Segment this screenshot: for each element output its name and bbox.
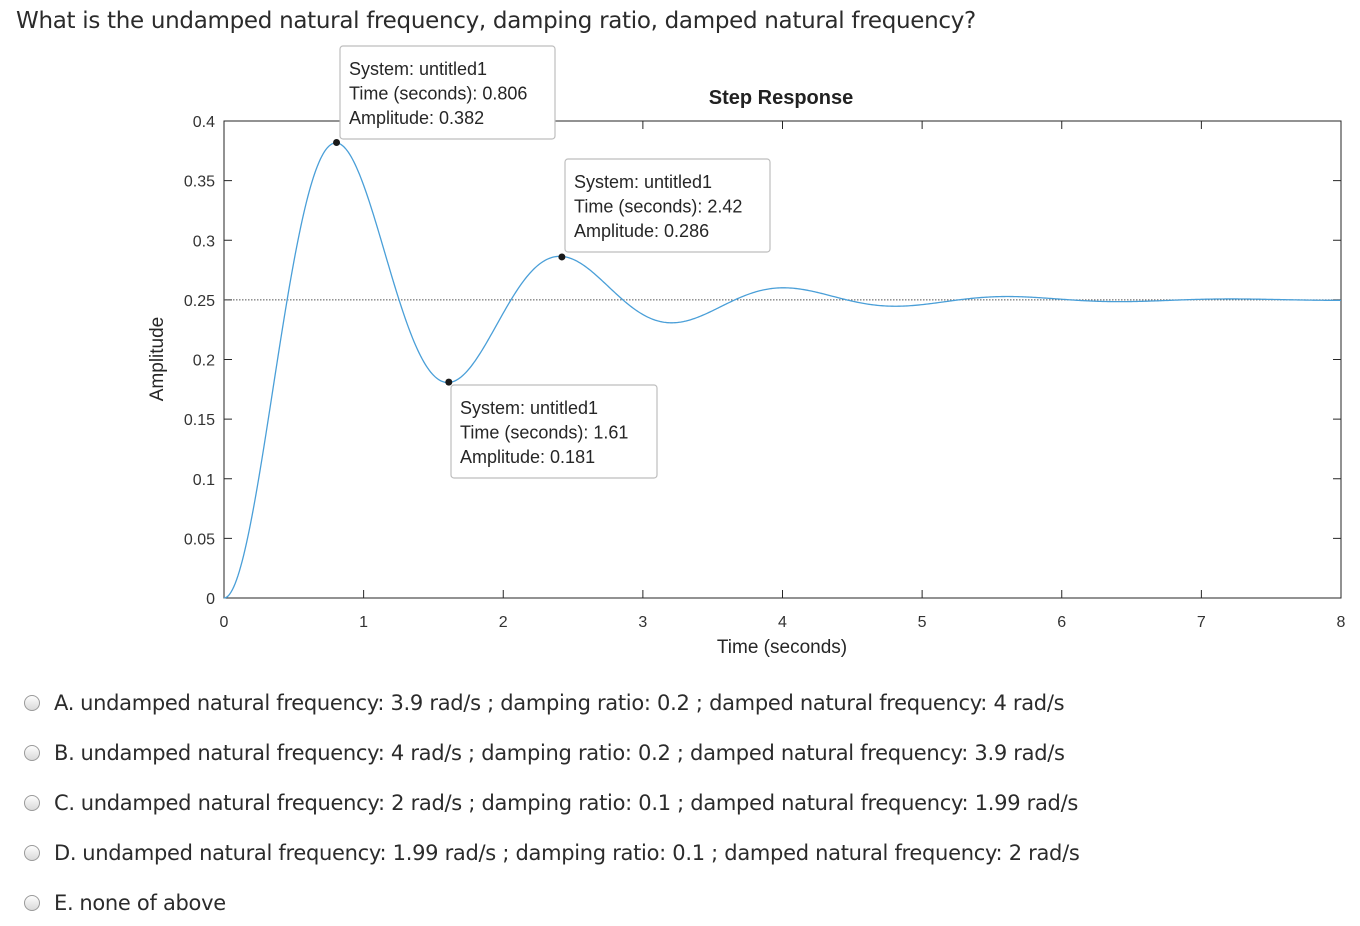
option-text: undamped natural frequency: 4 rad/s ; da…: [80, 741, 1065, 765]
x-axis-label: Time (seconds): [717, 637, 847, 658]
datatip-line: Amplitude: 0.382: [349, 108, 484, 128]
y-tick-label: 0.1: [193, 472, 215, 489]
option-b[interactable]: B. undamped natural frequency: 4 rad/s ;…: [24, 736, 1065, 770]
option-d[interactable]: D. undamped natural frequency: 1.99 rad/…: [24, 836, 1080, 870]
datatip: System: untitled1 Time (seconds): 0.806 Am…: [333, 45, 556, 146]
datatip-marker: [333, 138, 341, 146]
option-text: undamped natural frequency: 3.9 rad/s ; …: [80, 691, 1065, 715]
datatip-line: Time (seconds): 0.806: [349, 84, 527, 104]
option-letter: D.: [54, 841, 77, 865]
option-letter: E.: [54, 891, 74, 915]
x-tick-label: 0: [220, 614, 229, 631]
y-tick-label: 0.35: [184, 174, 215, 191]
y-axis-label: Amplitude: [147, 317, 168, 402]
y-tick-label: 0.4: [193, 114, 215, 131]
option-letter: C.: [54, 791, 75, 815]
datatip-box: [450, 384, 658, 479]
datatip-marker: [558, 253, 566, 261]
x-tick-label: 4: [778, 614, 787, 631]
y-axis-ticks: 0 0.05 0.1 0.15 0.2 0.25 0.3 0.35 0.4: [184, 114, 1341, 608]
option-a[interactable]: A. undamped natural frequency: 3.9 rad/s…: [24, 686, 1065, 720]
option-letter: B.: [54, 741, 75, 765]
x-tick-label: 6: [1057, 614, 1066, 631]
step-response-line: [223, 142, 1341, 599]
radio-button-b[interactable]: [24, 745, 40, 761]
datatip-line: Amplitude: 0.181: [460, 447, 595, 467]
option-e[interactable]: E. none of above: [24, 886, 226, 920]
datatip-box: [339, 45, 556, 140]
x-tick-label: 2: [499, 614, 508, 631]
plot-area: [223, 120, 1342, 599]
x-tick-label: 8: [1337, 614, 1346, 631]
step-response-chart: Step Response 0 0.05 0.1 0.15 0.2 0.25 0.3 0.35…: [147, 45, 1346, 658]
y-tick-label: 0.3: [193, 233, 215, 250]
x-tick-label: 1: [359, 614, 368, 631]
y-tick-label: 0.25: [184, 293, 215, 310]
datatip: System: untitled1 Time (seconds): 1.61 Amp…: [445, 378, 658, 479]
datatip-box: [564, 158, 771, 253]
x-tick-label: 3: [638, 614, 647, 631]
datatip-line: System: untitled1: [460, 398, 598, 418]
question-text: What is the undamped natural frequency, …: [16, 8, 976, 34]
radio-button-c[interactable]: [24, 795, 40, 811]
y-tick-label: 0.05: [184, 531, 215, 548]
option-text: undamped natural frequency: 1.99 rad/s ;…: [82, 841, 1080, 865]
datatip-line: System: untitled1: [349, 59, 487, 79]
datatips: System: untitled1 Time (seconds): 0.806 Am…: [333, 45, 771, 479]
datatip-line: System: untitled1: [574, 172, 712, 192]
y-tick-label: 0: [206, 591, 215, 608]
radio-button-d[interactable]: [24, 845, 40, 861]
datatip-line: Time (seconds): 2.42: [574, 197, 742, 217]
y-tick-label: 0.2: [193, 353, 215, 370]
x-tick-label: 5: [918, 614, 927, 631]
datatip-line: Amplitude: 0.286: [574, 221, 709, 241]
option-letter: A.: [54, 691, 75, 715]
radio-button-a[interactable]: [24, 695, 40, 711]
datatip-marker: [445, 378, 453, 386]
datatip: System: untitled1 Time (seconds): 2.42 Amp…: [558, 158, 771, 261]
radio-button-e[interactable]: [24, 895, 40, 911]
chart-title: Step Response: [709, 87, 853, 109]
option-c[interactable]: C. undamped natural frequency: 2 rad/s ;…: [24, 786, 1078, 820]
x-tick-label: 7: [1197, 614, 1206, 631]
y-tick-label: 0.15: [184, 412, 215, 429]
option-text: undamped natural frequency: 2 rad/s ; da…: [80, 791, 1079, 815]
option-text: none of above: [79, 891, 226, 915]
datatip-line: Time (seconds): 1.61: [460, 423, 628, 443]
